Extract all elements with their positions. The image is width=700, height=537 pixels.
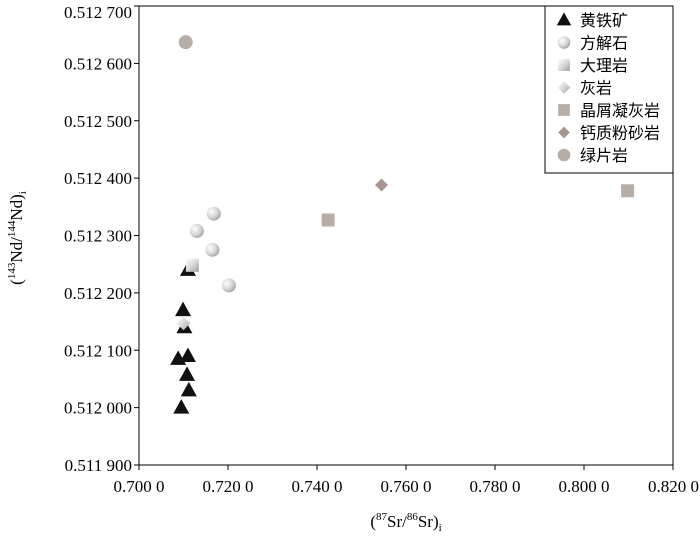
data-point: [206, 206, 221, 221]
data-point: [178, 35, 193, 50]
data-point: [185, 258, 199, 272]
legend-label: 钙质粉砂岩: [580, 124, 660, 143]
x-tick-label: 0.720 0: [203, 477, 254, 496]
legend-label: 方解石: [580, 34, 628, 53]
y-axis-label: (143Nd/144Nd)i: [6, 191, 29, 285]
y-tick-label: 0.512 000: [64, 399, 132, 418]
data-point: [621, 184, 635, 198]
y-tick-label: 0.512 600: [64, 54, 132, 73]
data-point: [375, 178, 389, 192]
legend-label: 晶屑凝灰岩: [580, 101, 660, 120]
data-point: [205, 242, 220, 257]
y-tick-label: 0.511 900: [65, 456, 132, 475]
legend-label: 大理岩: [580, 56, 628, 75]
y-tick-label: 0.512 500: [64, 112, 132, 131]
data-point: [179, 347, 196, 362]
y-tick-label: 0.512 700: [64, 3, 132, 22]
x-tick-label: 0.780 0: [470, 477, 521, 496]
x-axis: 0.700 0 0.720 0 0.740 0 0.760 0 0.780 0 0.800…: [114, 465, 699, 496]
data-point: [180, 381, 197, 397]
x-tick-label: 0.700 0: [114, 477, 165, 496]
data-point: [173, 399, 190, 414]
legend-label: 黄铁矿: [580, 11, 628, 30]
data-point: [179, 366, 196, 381]
legend-marker: [558, 59, 570, 71]
data-point: [221, 278, 236, 293]
x-tick-label: 0.740 0: [292, 477, 343, 496]
data-point: [321, 213, 335, 227]
x-tick-label: 0.760 0: [381, 477, 432, 496]
legend-label: 绿片岩: [580, 146, 628, 165]
y-axis: 0.511 900 0.512 000 0.512 100 0.512 200 0.51…: [64, 3, 139, 475]
data-point: [170, 350, 187, 365]
data-point: [175, 301, 192, 317]
legend-marker: [557, 81, 571, 94]
legend-marker: [556, 12, 572, 26]
legend-label: 灰岩: [580, 79, 612, 98]
data-points: [170, 35, 635, 414]
legend-marker: [558, 104, 570, 116]
x-axis-label: (87Sr/86Sr)i: [370, 511, 441, 534]
y-tick-label: 0.512 100: [64, 341, 132, 360]
legend-marker: [558, 126, 570, 139]
x-tick-label: 0.800 0: [559, 477, 610, 496]
legend-marker: [557, 36, 571, 49]
y-tick-label: 0.512 400: [64, 169, 132, 188]
legend-marker: [557, 148, 571, 162]
data-point: [189, 223, 204, 238]
x-tick-label: 0.820 0: [648, 477, 699, 496]
y-tick-label: 0.512 200: [64, 284, 132, 303]
y-tick-label: 0.512 300: [64, 227, 132, 246]
data-point: [176, 316, 191, 331]
